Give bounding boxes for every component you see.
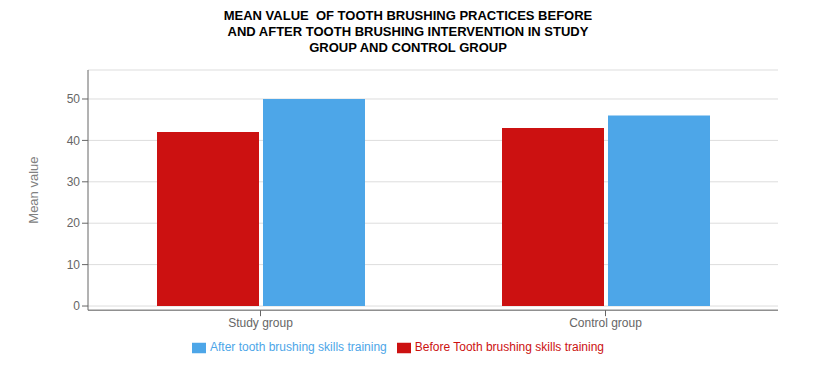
svg-text:20: 20 (67, 216, 81, 230)
svg-text:30: 30 (67, 175, 81, 189)
html-text:Before Tooth brushing skills t: Before Tooth brushing skills training (414, 340, 604, 355)
svg-text:40: 40 (67, 134, 81, 148)
html-text:AND AFTER TOOTH BRUSHING INTER: AND AFTER TOOTH BRUSHING INTERVENTION IN… (227, 24, 589, 39)
html-text:GROUP AND CONTROL GROUP: GROUP AND CONTROL GROUP (309, 40, 507, 55)
svg-text:Mean value: Mean value (26, 156, 41, 223)
svg-text:Control group: Control group (569, 316, 642, 330)
svg-text:Study group: Study group (228, 316, 293, 330)
html-text:MEAN VALUE OF TOOTH BRUSHING P: MEAN VALUE OF TOOTH BRUSHING PRACTICES B… (223, 8, 593, 23)
svg-text:0: 0 (73, 299, 80, 313)
svg-text:10: 10 (67, 258, 81, 272)
svg-text:50: 50 (67, 92, 81, 106)
html-text:After tooth brushing skills tr: After tooth brushing skills training (210, 340, 387, 355)
